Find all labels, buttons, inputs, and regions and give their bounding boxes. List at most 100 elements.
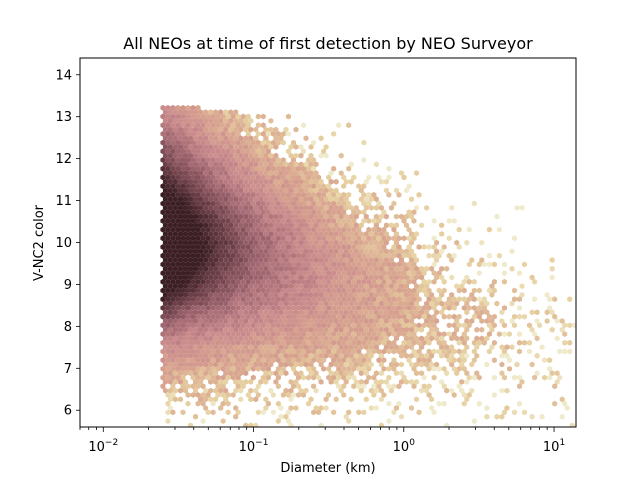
hexbin-cell xyxy=(203,144,209,150)
hexbin-cell xyxy=(436,331,442,337)
hexbin-cell xyxy=(160,139,166,146)
hexbin-cell xyxy=(260,287,266,294)
hexbin-cell xyxy=(228,370,234,377)
hexbin-cell xyxy=(250,374,256,381)
hexbin-cell xyxy=(386,374,392,381)
hexbin-cell xyxy=(486,313,492,320)
hexbin-cell xyxy=(376,357,382,364)
hexbin-cell xyxy=(190,157,196,163)
hexbin-cell xyxy=(532,374,538,381)
hexbin-cell xyxy=(336,383,342,390)
hexbin-cell xyxy=(190,383,196,390)
hexbin-cell xyxy=(188,352,193,359)
hexbin-cell xyxy=(220,270,226,276)
hexbin-cell xyxy=(160,235,166,242)
hexbin-cell xyxy=(175,322,181,329)
hexbin-cell xyxy=(185,122,191,129)
hexbin-cell xyxy=(489,292,495,298)
hexbin-cell xyxy=(404,309,409,316)
hexbin-cell xyxy=(160,270,166,276)
hexbin-cell xyxy=(240,322,246,329)
hexbin-cell xyxy=(318,248,324,255)
hexbin-cell xyxy=(177,352,183,359)
hexbin-cell xyxy=(366,244,372,250)
hexbin-cell xyxy=(185,366,191,372)
hexbin-cell xyxy=(411,305,417,311)
hexbin-cell xyxy=(255,348,261,355)
hexbin-cell xyxy=(361,139,367,146)
hexbin-cell xyxy=(434,309,440,316)
hexbin-cell xyxy=(378,387,384,394)
hexbin-cell xyxy=(301,200,306,207)
hexbin-cell xyxy=(509,300,515,307)
hexbin-cell xyxy=(162,222,168,229)
hexbin-cell xyxy=(180,287,186,294)
hexbin-cell xyxy=(165,287,171,294)
hexbin-cell xyxy=(230,261,236,268)
hexbin-cell xyxy=(225,366,231,372)
hexbin-cell xyxy=(293,126,299,133)
hexbin-cell xyxy=(429,361,435,368)
hexbin-cell xyxy=(522,261,527,268)
hexbin-cell xyxy=(167,126,173,133)
hexbin-cell xyxy=(376,331,382,337)
hexbin-cell xyxy=(205,226,211,233)
hexbin-cell xyxy=(306,357,312,364)
hexbin-cell xyxy=(215,252,221,259)
hexbin-cell xyxy=(436,339,442,346)
hexbin-cell xyxy=(218,144,224,150)
hexbin-cell xyxy=(383,309,389,316)
hexbin-cell xyxy=(519,379,525,385)
hexbin-cell xyxy=(313,405,319,411)
hexbin-cell xyxy=(331,313,337,320)
hexbin-cell xyxy=(421,322,427,329)
hexbin-cell xyxy=(283,318,289,324)
hexbin-cell xyxy=(501,348,507,355)
hexbin-cell xyxy=(416,348,422,355)
hexbin-cell xyxy=(449,274,455,281)
hexbin-cell xyxy=(562,400,568,407)
hexbin-cell xyxy=(213,274,219,281)
hexbin-cell xyxy=(185,157,191,163)
hexbin-cell xyxy=(429,326,435,333)
hexbin-cell xyxy=(235,191,241,198)
hexbin-cell xyxy=(401,252,407,259)
hexbin-cell xyxy=(190,366,196,372)
hexbin-cell xyxy=(343,413,349,420)
hexbin-cell xyxy=(260,113,266,120)
hexbin-cell xyxy=(203,370,209,377)
hexbin-cell xyxy=(373,387,379,394)
hexbin-cell xyxy=(238,239,244,246)
hexbin-cell xyxy=(167,352,173,359)
hexbin-cell xyxy=(188,170,193,176)
hexbin-cell xyxy=(361,409,367,416)
hexbin-cell xyxy=(426,313,432,320)
hexbin-cell xyxy=(177,178,183,185)
hexbin-cell xyxy=(275,165,281,172)
hexbin-cell xyxy=(461,296,467,303)
hexbin-cell xyxy=(351,322,357,329)
hexbin-cell xyxy=(318,405,324,411)
hexbin-cell xyxy=(308,326,314,333)
hexbin-cell xyxy=(273,222,279,229)
hexbin-cell xyxy=(446,357,452,364)
hexbin-cell xyxy=(298,231,304,237)
hexbin-cell xyxy=(328,292,334,298)
hexbin-cell xyxy=(175,174,181,181)
hexbin-cell xyxy=(167,257,173,263)
hexbin-cell xyxy=(235,226,241,233)
hexbin-cell xyxy=(311,278,317,285)
hexbin-cell xyxy=(366,374,372,381)
hexbin-cell xyxy=(250,296,256,303)
hexbin-cell xyxy=(172,344,178,350)
x-tick-label: 10−1 xyxy=(239,438,269,455)
hexbin-cell xyxy=(263,239,269,246)
hexbin-cell xyxy=(183,300,188,307)
hexbin-cell xyxy=(250,183,256,189)
hexbin-cell xyxy=(557,374,563,381)
hexbin-cell xyxy=(208,126,214,133)
hexbin-cell xyxy=(263,300,269,307)
hexbin-cell xyxy=(456,322,462,329)
hexbin-cell xyxy=(321,348,327,355)
hexbin-cell xyxy=(368,205,374,211)
